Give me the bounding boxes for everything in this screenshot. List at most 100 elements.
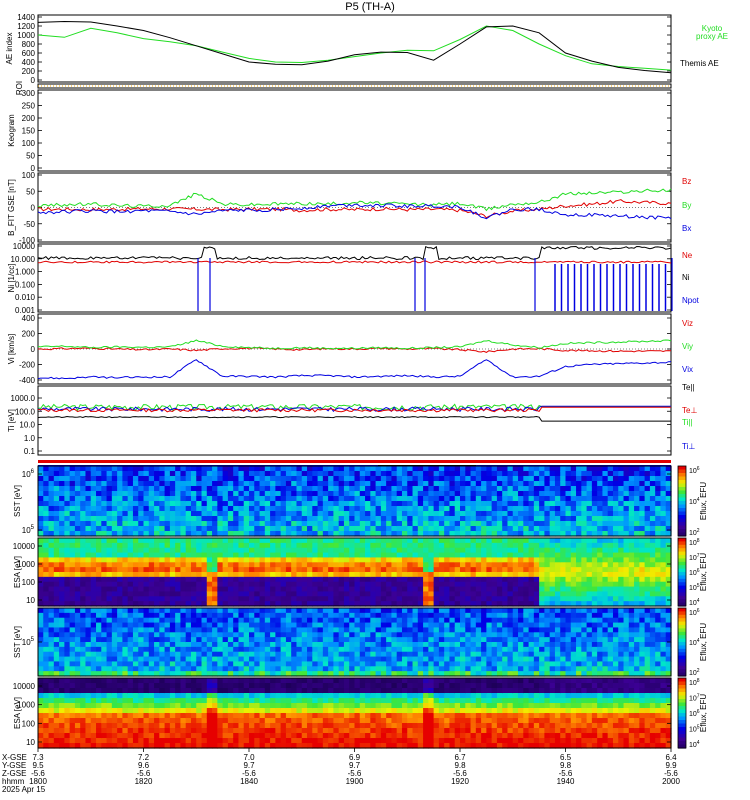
spectrogram-cell [380,608,387,614]
spectrogram-cell [196,506,203,512]
spectrogram-cell [475,617,482,624]
spectrogram-cell [370,562,377,568]
spectrogram-cell [164,661,171,667]
spectrogram-cell [48,542,55,549]
spectrogram-cell [111,632,118,638]
spectrogram-cell [449,572,456,578]
spectrogram-cell [307,542,313,549]
spectrogram-cell [322,557,329,563]
spectrogram-cell [206,521,213,527]
spectrogram-cell [518,471,524,477]
spectrogram-cell [48,562,55,568]
spectrogram-cell [96,552,102,559]
spectrogram-cell [512,627,519,633]
spectrogram-cell [591,542,598,549]
spectrogram-cell [370,521,377,527]
spectrogram-cell [512,501,519,507]
spectrogram-cell [43,471,50,477]
spectrogram-cell [206,622,213,629]
spectrogram-cell [565,531,572,537]
spectrogram-cell [222,651,229,658]
spectrogram-cell [106,501,113,507]
spectrogram-cell [249,617,255,624]
spectrogram-cell [412,622,419,629]
spectrogram-cell [59,651,65,658]
spectrogram-cell [618,557,625,563]
spectrogram-cell [518,637,524,643]
spectrogram-cell [586,547,593,554]
spectrogram-cell [238,542,245,549]
spectrogram-cell [169,576,176,583]
spectrogram-cell [127,486,134,492]
spectrogram-cell [180,596,187,602]
spectrogram-cell [491,481,498,487]
spectrogram-cell [365,608,371,614]
spectrogram-cell [518,646,524,653]
spectrogram-cell [43,501,50,507]
spectrogram-cell [333,576,340,583]
spectrogram-cell [618,491,625,497]
spectrogram-cell [417,471,424,477]
spectrogram-cell [264,632,271,638]
spectrogram-cell [190,481,197,487]
spectrogram-cell [38,496,44,502]
spectrogram-cell [122,642,129,648]
spectrogram-cell [238,661,245,667]
spectrogram-cell [607,501,614,507]
spectrogram-cell [43,496,50,502]
spectrogram-cell [53,542,60,549]
spectrogram-cell [354,496,361,502]
spectrogram-cell [649,476,656,482]
spectrogram-cell [634,466,640,472]
spectrogram-cell [127,471,134,477]
spectrogram-cell [206,466,213,472]
spectrogram-cell [523,651,530,658]
spectrogram-cell [101,666,108,672]
spectrogram-cell [454,627,461,633]
spectrogram-cell [212,506,218,512]
ytick-label: 0 [31,204,36,213]
spectrogram-cell [307,661,313,667]
spectrogram-cell [312,562,319,568]
spectrogram-cell [212,627,218,633]
spectrogram-cell [249,511,255,517]
spectrogram-cell [338,581,345,588]
spectrogram-cell [438,666,445,672]
spectrogram-cell [539,646,546,653]
spectrogram-cell [349,642,356,648]
spectrogram-cell [227,486,234,492]
spectrogram-cell [111,627,118,633]
spectrogram-cell [623,486,630,492]
spectrogram-cell [101,562,108,568]
spectrogram-cell [449,557,456,563]
spectrogram-cell [301,627,308,633]
spectrogram-cell [475,562,482,568]
spectrogram-cell [53,466,60,472]
spectrogram-cell [138,646,145,653]
spectrogram-cell [423,491,429,497]
spectrogram-cell [254,562,261,568]
spectrogram-cell [533,521,540,527]
spectrogram-cell [407,531,414,537]
spectrogram-cell [655,586,662,593]
spectrogram-cell [333,538,340,544]
spectrogram-cell [59,486,65,492]
spectrogram-cell [649,511,656,517]
spectrogram-cell [201,516,208,522]
spectrogram-cell [148,552,155,559]
spectrogram-cell [565,666,572,672]
spectrogram-cell [80,511,87,517]
spectrogram-cell [470,666,477,672]
spectrogram-cell [201,572,208,578]
spectrogram-cell [597,521,604,527]
spectrogram-cell [380,516,387,522]
spectrogram-cell [275,617,282,624]
spectrogram-cell [444,601,451,607]
spectrogram-cell [560,521,567,527]
spectrogram-cell [164,572,171,578]
spectrogram-cell [544,466,551,472]
spectrogram-cell [518,656,524,663]
spectrogram-cell [270,642,276,648]
spectrogram-cell [307,622,313,629]
spectrogram-cell [117,656,124,663]
